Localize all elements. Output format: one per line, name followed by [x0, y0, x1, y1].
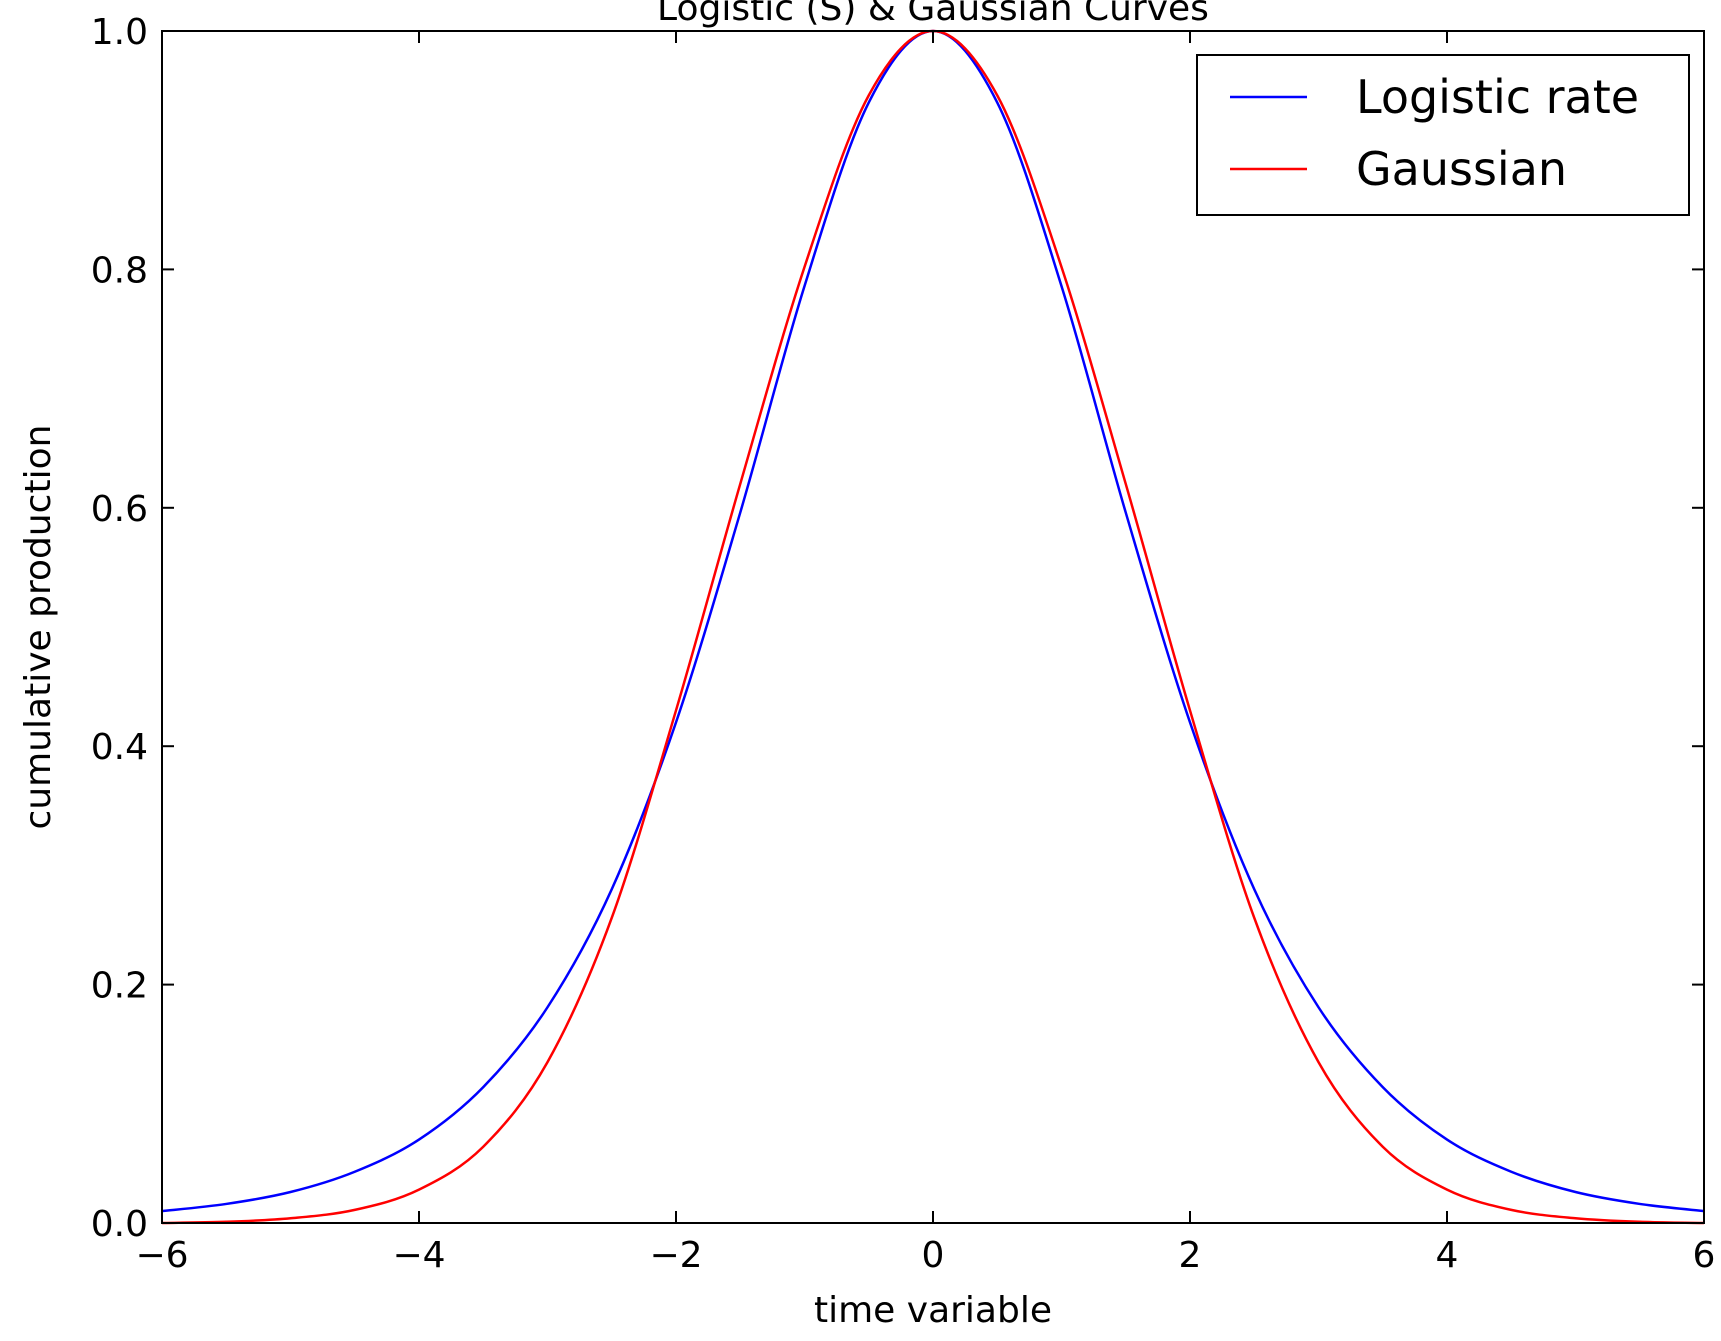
x-tick-label: −2 — [649, 1235, 702, 1276]
y-tick-label: 1.0 — [91, 12, 148, 53]
legend-frame — [1196, 54, 1690, 216]
legend-label: Logistic rate — [1356, 70, 1639, 124]
ticks-layer: −6 −4 −2 0 2 4 6 0.0 0.2 0.4 0.6 0.8 1.0 — [91, 12, 1716, 1276]
x-tick-label: −4 — [392, 1235, 445, 1276]
x-tick-label: 0 — [922, 1235, 945, 1276]
legend-label: Gaussian — [1356, 142, 1567, 196]
x-tick-label: 4 — [1436, 1235, 1459, 1276]
chart-title: Logistic (S) & Gaussian Curves — [657, 0, 1209, 29]
x-tick-label: −6 — [135, 1235, 188, 1276]
y-tick-label: 0.6 — [91, 489, 148, 530]
y-tick-label: 0.4 — [91, 727, 148, 768]
y-tick-label: 0.0 — [91, 1204, 148, 1245]
legend: Logistic rate Gaussian — [1196, 54, 1690, 216]
x-tick-label: 6 — [1693, 1235, 1716, 1276]
y-tick-label: 0.8 — [91, 250, 148, 291]
y-axis-label: cumulative production — [18, 425, 59, 830]
x-tick-label: 2 — [1179, 1235, 1202, 1276]
x-axis-label: time variable — [814, 1290, 1052, 1331]
y-tick-label: 0.2 — [91, 966, 148, 1007]
